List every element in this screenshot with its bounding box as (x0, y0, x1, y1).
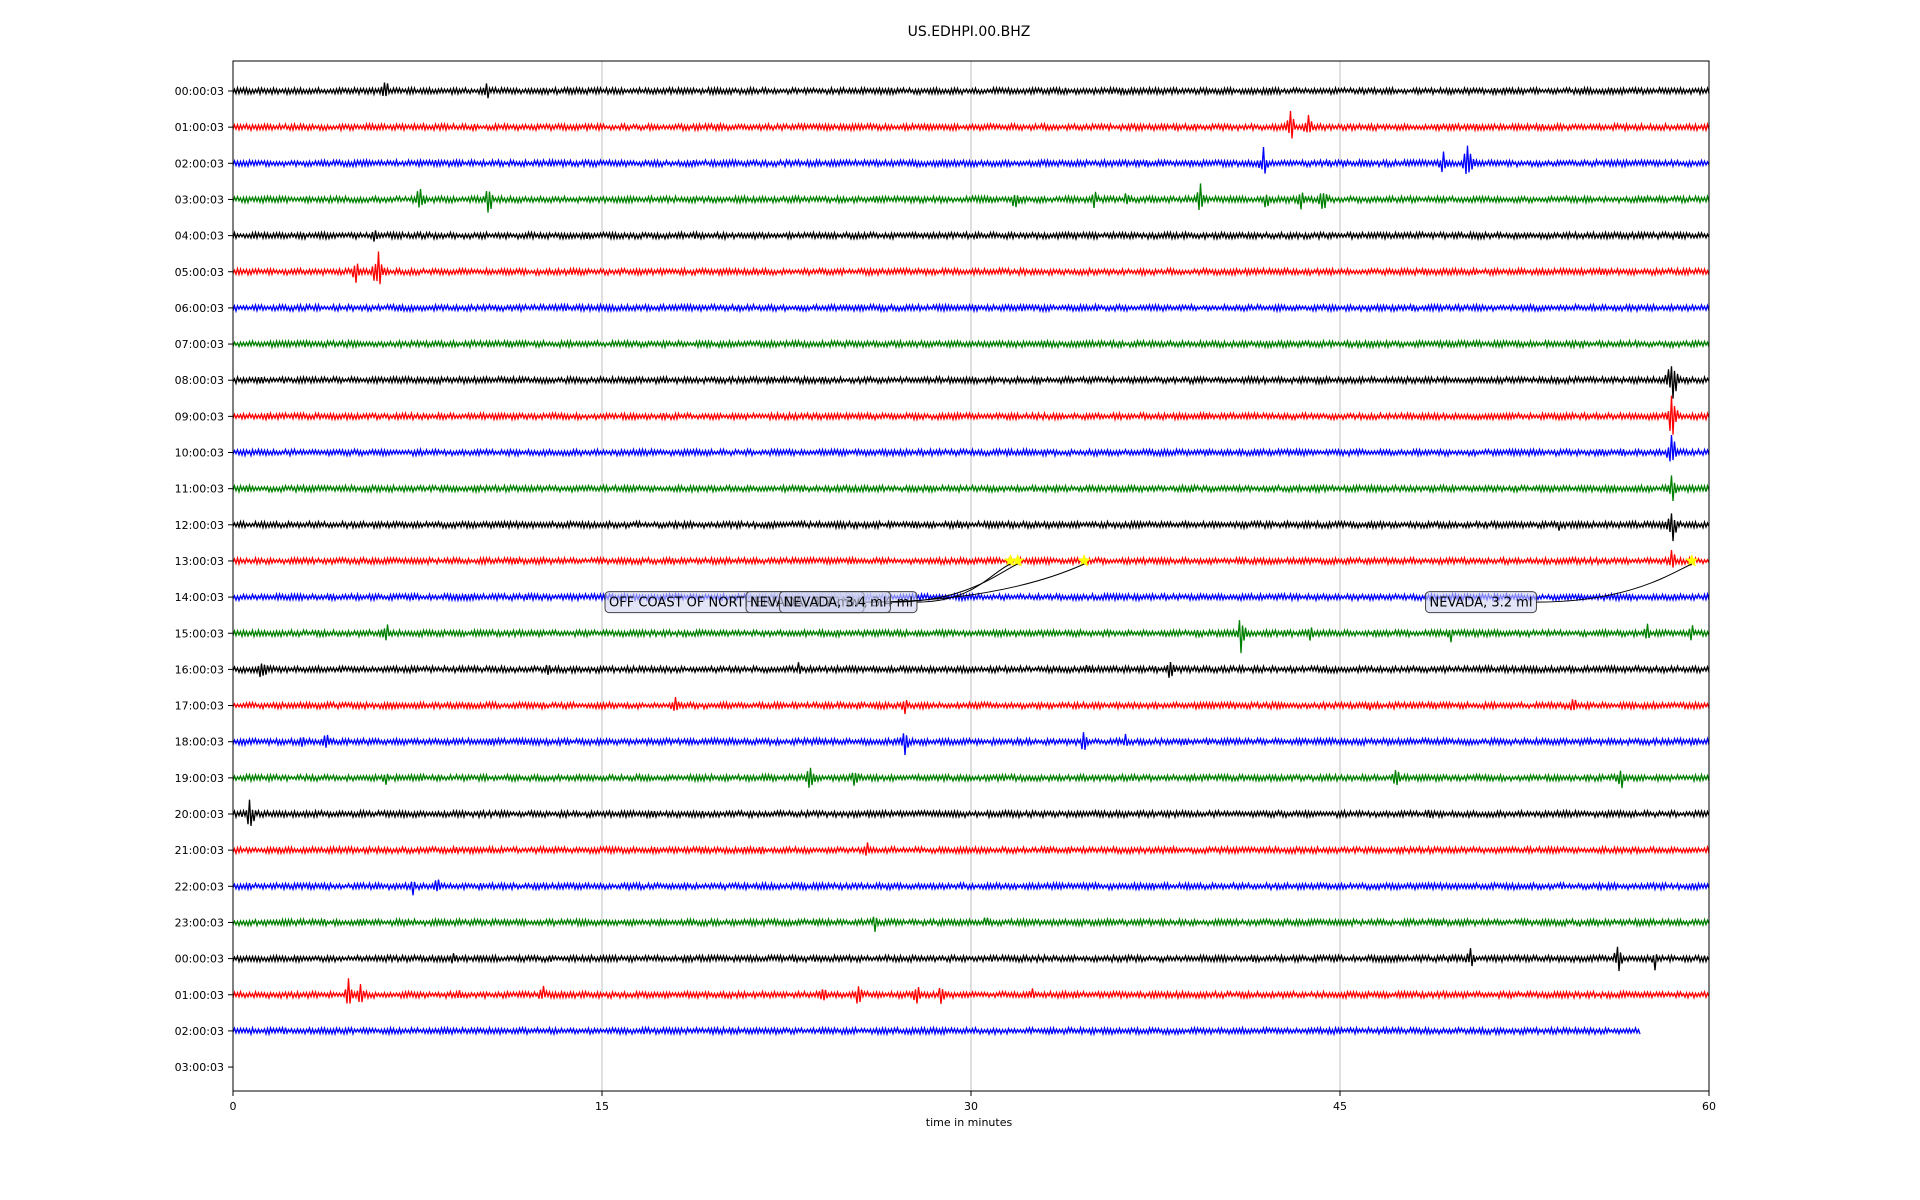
row-label: 18:00:03 (175, 736, 224, 749)
row-label: 21:00:03 (175, 844, 224, 857)
annotation-connector (1536, 563, 1693, 603)
trace-line (232, 251, 1710, 285)
y-tick-layer: 00:00:03 01:00:03 02:00:03 03:00:03 04:00:03… (175, 85, 233, 1074)
trace-line (232, 550, 1710, 568)
annotation: NEVADA, 3.4 ml (779, 563, 1018, 614)
x-tick-label: 0 (230, 1100, 237, 1113)
trace-line (232, 395, 1710, 435)
event-marker (1003, 554, 1017, 567)
trace-line (232, 302, 1710, 314)
trace-line (232, 732, 1710, 756)
event-marker (1011, 554, 1025, 567)
row-label: 20:00:03 (175, 808, 224, 821)
trace-line (232, 879, 1710, 896)
trace-line (232, 1025, 1641, 1037)
event-marker-layer (1003, 554, 1699, 567)
trace-line (232, 697, 1710, 715)
row-label: 01:00:03 (175, 989, 224, 1002)
row-label: 22:00:03 (175, 880, 224, 893)
row-label: 17:00:03 (175, 700, 224, 713)
trace-line (232, 366, 1710, 399)
event-marker (1685, 554, 1699, 567)
row-label: 04:00:03 (175, 230, 224, 243)
annotation-label: NEVADA, 3.4 ml (784, 596, 887, 611)
row-label: 23:00:03 (175, 916, 224, 929)
row-label: 00:00:03 (175, 85, 224, 98)
annotation: NEVADA, 3.2 ml (1425, 563, 1693, 614)
row-label: 02:00:03 (175, 1025, 224, 1038)
trace-line (232, 662, 1710, 678)
annotation-box (779, 591, 891, 614)
trace-line (232, 799, 1710, 827)
row-label: 02:00:03 (175, 157, 224, 170)
row-label: 08:00:03 (175, 374, 224, 387)
trace-line (232, 916, 1710, 932)
trace-line (232, 620, 1710, 654)
trace-line (232, 183, 1710, 213)
row-label: 00:00:03 (175, 953, 224, 966)
row-label: 16:00:03 (175, 663, 224, 676)
annotation-connector (863, 563, 1085, 603)
row-label: 07:00:03 (175, 338, 224, 351)
trace-line (232, 435, 1710, 462)
row-label: 12:00:03 (175, 519, 224, 532)
trace-line (232, 110, 1710, 139)
trace-line (232, 767, 1710, 789)
row-label: 14:00:03 (175, 591, 224, 604)
x-tick-label: 15 (595, 1100, 609, 1113)
x-grid (601, 61, 1341, 1091)
row-label: 01:00:03 (175, 121, 224, 134)
trace-line (232, 842, 1710, 856)
row-label: 15:00:03 (175, 627, 224, 640)
x-tick-label: 45 (1333, 1100, 1347, 1113)
trace-line (232, 475, 1710, 502)
trace-line (232, 978, 1710, 1004)
row-label: 03:00:03 (175, 1061, 224, 1074)
trace-layer (232, 82, 1710, 1037)
row-label: 19:00:03 (175, 772, 224, 785)
annotation-box (1425, 591, 1537, 614)
trace-line (232, 229, 1710, 242)
trace-line (232, 513, 1710, 542)
x-tick-label: 30 (964, 1100, 978, 1113)
annotation-label: NEVADA, 3.2 ml (1430, 596, 1533, 611)
row-label: 10:00:03 (175, 447, 224, 460)
trace-line (232, 338, 1710, 350)
annotation-connector (890, 563, 1018, 603)
trace-line (232, 145, 1710, 175)
row-label: 05:00:03 (175, 266, 224, 279)
x-tick-layer: 0 15 30 45 60 (230, 1091, 1716, 1113)
trace-line (232, 946, 1710, 972)
event-marker (1077, 554, 1091, 567)
trace-line (232, 82, 1710, 99)
annotation-layer: OFF COAST OF NORTHERN CALIFORNIA, 3.4 ml… (604, 563, 1693, 614)
row-label: 11:00:03 (175, 483, 224, 496)
row-label: 03:00:03 (175, 193, 224, 206)
chart-title: US.EDHPI.00.BHZ (908, 24, 1031, 40)
row-label: 06:00:03 (175, 302, 224, 315)
annotation-connector (916, 563, 1011, 603)
row-label: 13:00:03 (175, 555, 224, 568)
x-axis-label: time in minutes (926, 1116, 1013, 1129)
row-label: 09:00:03 (175, 410, 224, 423)
x-tick-label: 60 (1702, 1100, 1716, 1113)
